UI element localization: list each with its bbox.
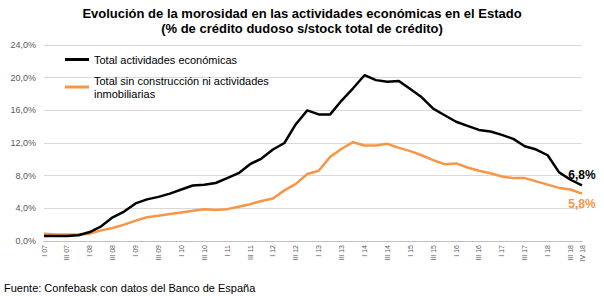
- svg-text:III 11: III 11: [247, 245, 254, 260]
- svg-text:I 07: I 07: [41, 245, 48, 257]
- svg-text:III 15: III 15: [430, 245, 437, 261]
- svg-text:Total sin construcción ni acti: Total sin construcción ni actividades: [94, 75, 272, 87]
- svg-text:I 16: I 16: [453, 245, 460, 257]
- svg-text:5,8%: 5,8%: [568, 197, 596, 211]
- svg-text:16,0%: 16,0%: [10, 105, 36, 115]
- svg-text:4,0%: 4,0%: [15, 203, 36, 213]
- svg-text:I 09: I 09: [132, 245, 139, 257]
- svg-text:0,0%: 0,0%: [15, 236, 36, 246]
- svg-text:III 10: III 10: [201, 245, 208, 261]
- svg-text:I 11: I 11: [224, 245, 231, 256]
- svg-text:I 14: I 14: [361, 245, 368, 257]
- svg-text:III 18: III 18: [567, 245, 574, 261]
- svg-text:(% de crédito dudoso s/stock t: (% de crédito dudoso s/stock total de cr…: [161, 21, 443, 36]
- svg-text:I 10: I 10: [178, 245, 185, 257]
- svg-text:III 17: III 17: [521, 245, 528, 261]
- svg-text:24,0%: 24,0%: [10, 40, 36, 50]
- svg-text:I 18: I 18: [544, 245, 551, 257]
- svg-text:III 12: III 12: [292, 245, 299, 261]
- svg-text:Evolución de la morosidad en l: Evolución de la morosidad en las activid…: [82, 6, 521, 21]
- svg-text:III 14: III 14: [384, 245, 391, 261]
- svg-text:III 16: III 16: [475, 245, 482, 261]
- svg-text:6,8%: 6,8%: [568, 168, 596, 182]
- svg-text:I 12: I 12: [269, 245, 276, 257]
- svg-text:III 08: III 08: [109, 245, 116, 261]
- svg-text:IV 18: IV 18: [579, 245, 586, 261]
- svg-text:inmobiliarias: inmobiliarias: [94, 88, 156, 100]
- svg-text:I 17: I 17: [498, 245, 505, 257]
- svg-text:8,0%: 8,0%: [15, 171, 36, 181]
- svg-text:I 15: I 15: [407, 245, 414, 257]
- svg-text:III 07: III 07: [63, 245, 70, 261]
- svg-text:20,0%: 20,0%: [10, 73, 36, 83]
- svg-text:Total actividades económicas: Total actividades económicas: [94, 54, 238, 66]
- svg-text:I 13: I 13: [315, 245, 322, 257]
- svg-text:III 13: III 13: [338, 245, 345, 261]
- svg-text:I 08: I 08: [86, 245, 93, 257]
- svg-text:12,0%: 12,0%: [10, 138, 36, 148]
- svg-text:Fuente: Confebask con datos de: Fuente: Confebask con datos del Banco de…: [4, 282, 256, 294]
- svg-text:III 09: III 09: [155, 245, 162, 261]
